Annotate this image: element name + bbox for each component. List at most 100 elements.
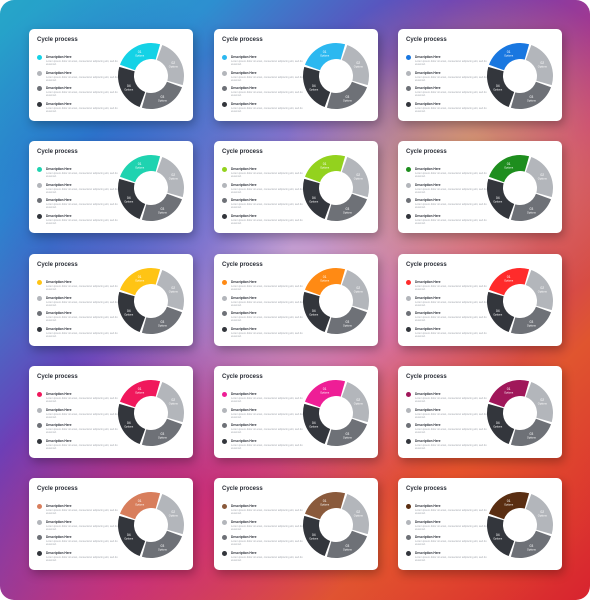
segment-number: 04 <box>312 196 316 200</box>
description-text: Lorem ipsum dolor sit amet, consectetur … <box>231 524 303 531</box>
description-title: Description Here <box>46 55 72 59</box>
cycle-segment <box>326 530 368 558</box>
bullet-dot-icon <box>406 326 411 332</box>
segment-number: 01 <box>507 499 511 503</box>
description-text: Lorem ipsum dolor sit amet, consectetur … <box>231 540 303 547</box>
description-text: Lorem ipsum dolor sit amet, consectetur … <box>415 91 487 98</box>
cycle-segment <box>488 268 530 296</box>
description-title: Description Here <box>46 70 72 75</box>
segment-label: Options <box>158 435 168 439</box>
description-title: Description Here <box>415 535 441 539</box>
description-title: Description Here <box>231 535 257 539</box>
segment-label: Options <box>493 199 503 203</box>
cycle-center <box>135 397 167 429</box>
description-title: Description Here <box>415 550 441 555</box>
description-text: Lorem ipsum dolor sit amet, consectetur … <box>415 218 487 225</box>
description-text: Lorem ipsum dolor sit amet, consectetur … <box>231 509 303 516</box>
description-text: Lorem ipsum dolor sit amet, consectetur … <box>231 285 303 292</box>
description-text: Lorem ipsum dolor sit amet, consectetur … <box>415 555 487 562</box>
cycle-segment <box>510 530 552 558</box>
segment-label: Options <box>343 323 353 327</box>
cycle-segment <box>119 43 161 71</box>
description-item: Description Here Lorem ipsum dolor sit am… <box>222 101 310 116</box>
description-title: Description Here <box>415 311 441 315</box>
bullet-dot-icon <box>222 535 227 540</box>
cycle-segment <box>488 43 530 71</box>
description-text: Lorem ipsum dolor sit amet, consectetur … <box>415 397 487 404</box>
segment-label: Options <box>343 547 353 551</box>
segment-label: Options <box>504 54 514 58</box>
description-item: Description Here Lorem ipsum dolor sit am… <box>222 213 310 228</box>
bullet-dot-icon <box>222 392 227 397</box>
description-text: Lorem ipsum dolor sit amet, consectetur … <box>231 91 303 98</box>
description-item: Description Here Lorem ipsum dolor sit am… <box>37 280 125 294</box>
description-item: Description Here Lorem ipsum dolor sit am… <box>37 101 125 116</box>
cycle-segment <box>303 178 331 220</box>
bullet-dot-icon <box>37 55 42 60</box>
bullet-dot-icon <box>37 326 42 332</box>
segment-label: Options <box>135 54 145 58</box>
segment-label: Options <box>169 290 179 294</box>
description-text: Lorem ipsum dolor sit amet, consectetur … <box>46 75 118 82</box>
bullet-dot-icon <box>406 392 411 397</box>
segment-number: 01 <box>323 50 327 54</box>
segment-number: 03 <box>529 207 533 211</box>
description-item: Description Here Lorem ipsum dolor sit am… <box>37 550 125 565</box>
bullet-dot-icon <box>222 407 227 413</box>
bullet-dot-icon <box>37 295 42 301</box>
description-item: Description Here Lorem ipsum dolor sit am… <box>222 198 310 212</box>
segment-label: Options <box>527 210 537 214</box>
cycle-segment <box>326 306 368 334</box>
description-item: Description Here Lorem ipsum dolor sit am… <box>37 407 125 422</box>
segment-number: 02 <box>540 510 544 514</box>
description-text: Lorem ipsum dolor sit amet, consectetur … <box>231 218 303 225</box>
description-item: Description Here Lorem ipsum dolor sit am… <box>222 55 310 69</box>
segment-label: Options <box>124 199 134 203</box>
description-title: Description Here <box>46 392 72 396</box>
segment-number: 02 <box>171 286 175 290</box>
segment-label: Options <box>309 199 319 203</box>
bullet-dot-icon <box>37 182 42 188</box>
segment-label: Options <box>493 424 503 428</box>
segment-label: Options <box>493 312 503 316</box>
description-item: Description Here Lorem ipsum dolor sit am… <box>222 423 310 437</box>
description-title: Description Here <box>415 101 441 106</box>
segment-label: Options <box>538 290 548 294</box>
segment-number: 03 <box>529 432 533 436</box>
segment-number: 04 <box>312 421 316 425</box>
description-item: Description Here Lorem ipsum dolor sit am… <box>37 535 125 549</box>
description-item: Description Here Lorem ipsum dolor sit am… <box>37 182 125 197</box>
card-title: Cycle process <box>406 374 447 380</box>
description-item: Description Here Lorem ipsum dolor sit am… <box>222 504 310 518</box>
segment-label: Options <box>504 166 514 170</box>
description-title: Description Here <box>415 86 441 90</box>
description-title: Description Here <box>231 198 257 202</box>
segment-label: Options <box>343 435 353 439</box>
bullet-dot-icon <box>222 55 227 60</box>
description-text: Lorem ipsum dolor sit amet, consectetur … <box>415 106 487 113</box>
bullet-dot-icon <box>222 423 227 428</box>
description-title: Description Here <box>415 167 441 171</box>
cycle-segment <box>304 380 346 408</box>
description-title: Description Here <box>415 438 441 443</box>
description-title: Description Here <box>231 280 257 284</box>
segment-number: 04 <box>127 196 131 200</box>
cycle-segment <box>341 269 369 311</box>
segment-number: 04 <box>127 533 131 537</box>
segment-label: Options <box>504 391 514 395</box>
description-item: Description Here Lorem ipsum dolor sit am… <box>222 167 310 181</box>
segment-label: Options <box>169 402 179 406</box>
segment-label: Options <box>493 87 503 91</box>
description-item: Description Here Lorem ipsum dolor sit am… <box>222 326 310 341</box>
bullet-dot-icon <box>406 407 411 413</box>
bullet-dot-icon <box>37 550 42 556</box>
description-item: Description Here Lorem ipsum dolor sit am… <box>406 213 494 228</box>
segment-label: Options <box>538 177 548 181</box>
bullet-dot-icon <box>37 519 42 525</box>
cycle-segment <box>487 66 515 108</box>
description-title: Description Here <box>231 519 257 524</box>
cycle-segment <box>487 178 515 220</box>
